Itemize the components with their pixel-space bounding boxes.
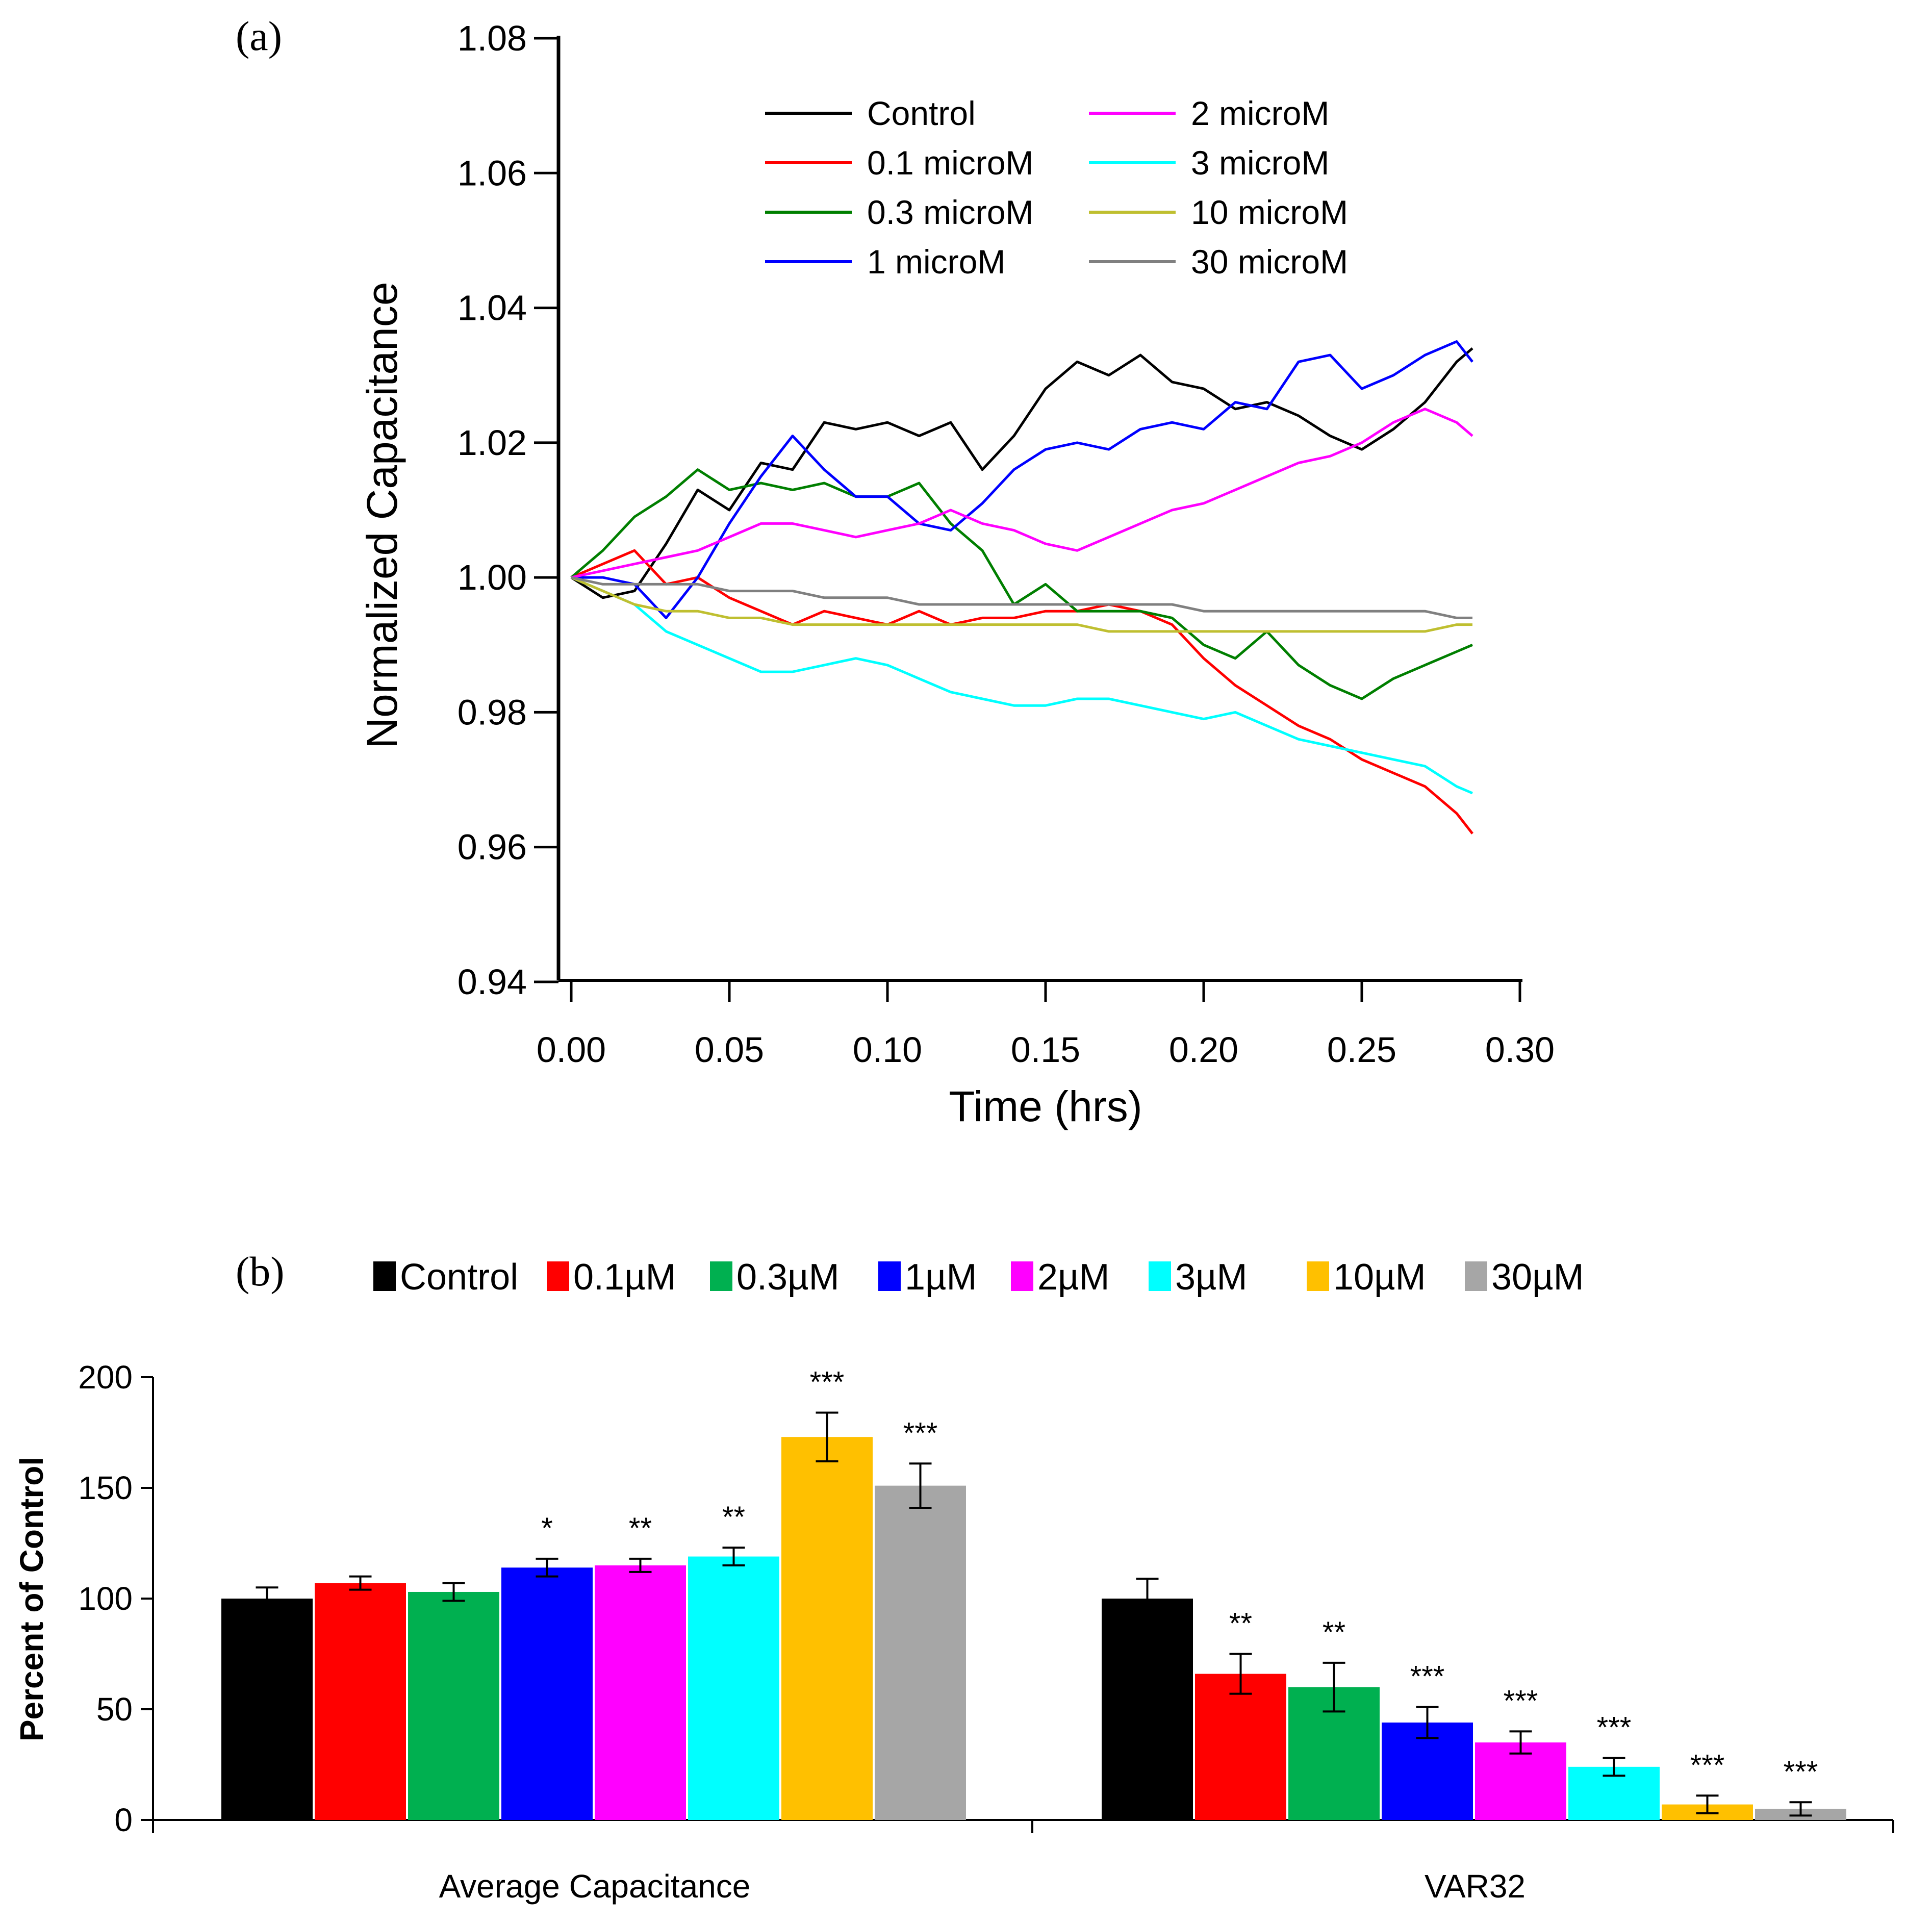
y-tick-label-a: 1.02 bbox=[457, 423, 527, 463]
y-tick-label-b: 150 bbox=[78, 1470, 133, 1506]
y-tick-label-a: 1.08 bbox=[457, 18, 527, 58]
significance-mark-5-0: ** bbox=[722, 1501, 745, 1534]
series-line-6 bbox=[571, 576, 1472, 633]
y-tick-label-b: 200 bbox=[78, 1359, 133, 1396]
y-tick-label-a: 1.04 bbox=[457, 288, 527, 328]
bar-5-0 bbox=[688, 1556, 779, 1820]
legend-label-b: Control bbox=[400, 1257, 518, 1298]
y-tick-label-a: 0.94 bbox=[457, 962, 527, 1002]
series-line-1 bbox=[571, 549, 1473, 834]
series-line-3 bbox=[571, 340, 1473, 619]
significance-mark-2-1: ** bbox=[1323, 1616, 1345, 1649]
series-line-2 bbox=[570, 468, 1473, 700]
y-tick-label-a: 0.96 bbox=[457, 827, 527, 867]
x-tick-label-a: 0.05 bbox=[695, 1030, 764, 1070]
bar-7-0 bbox=[875, 1485, 966, 1820]
bar-2-0 bbox=[408, 1591, 499, 1820]
y-tick-label-a: 1.00 bbox=[457, 558, 527, 597]
series-line-7 bbox=[571, 576, 1472, 619]
significance-mark-7-1: *** bbox=[1784, 1755, 1818, 1788]
legend-label-a: 1 microM bbox=[867, 243, 1005, 281]
legend-label-a: 0.3 microM bbox=[867, 193, 1033, 231]
legend-label-b: 2µM bbox=[1037, 1257, 1110, 1298]
x-tick-label-a: 0.25 bbox=[1327, 1030, 1396, 1070]
legend-label-b: 30µM bbox=[1491, 1257, 1584, 1298]
legend-swatch-b bbox=[710, 1261, 732, 1291]
legend-label-b: 3µM bbox=[1175, 1257, 1248, 1298]
y-tick-label-b: 100 bbox=[78, 1580, 133, 1617]
panel-a-label: (a) bbox=[236, 13, 282, 59]
category-label-b: Average Capacitance bbox=[439, 1868, 751, 1905]
significance-mark-4-1: *** bbox=[1504, 1684, 1538, 1717]
category-label-b: VAR32 bbox=[1425, 1868, 1526, 1905]
legend-label-b: 1µM bbox=[905, 1257, 977, 1298]
legend-swatch-b bbox=[1011, 1261, 1033, 1291]
legend-swatch-b bbox=[878, 1261, 901, 1291]
y-axis-title-a: Normalized Capacitance bbox=[358, 282, 406, 748]
significance-mark-3-0: * bbox=[541, 1512, 553, 1545]
series-line-5 bbox=[571, 576, 1473, 795]
legend-swatch-b bbox=[1307, 1261, 1329, 1291]
legend-swatch-b bbox=[373, 1261, 396, 1291]
bar-4-0 bbox=[595, 1565, 686, 1820]
y-tick-label-a: 0.98 bbox=[457, 692, 527, 732]
x-axis-title-a: Time (hrs) bbox=[949, 1082, 1142, 1130]
bar-0-1 bbox=[1102, 1599, 1193, 1820]
legend-label-a: 0.1 microM bbox=[867, 144, 1033, 182]
significance-mark-3-1: *** bbox=[1410, 1660, 1445, 1693]
significance-mark-4-0: ** bbox=[629, 1512, 652, 1545]
legend-label-a: Control bbox=[867, 94, 976, 132]
legend-swatch-b bbox=[547, 1261, 569, 1291]
bar-3-0 bbox=[501, 1567, 593, 1820]
chart-a: 0.94 0.96 0.98 1.00 1.02 1.04 1.06 1.08 0.00 0.05… bbox=[358, 18, 1555, 1130]
y-axis-title-b: Percent of Control bbox=[13, 1457, 50, 1741]
legend-label-b: 10µM bbox=[1333, 1257, 1426, 1298]
bar-6-0 bbox=[781, 1437, 873, 1820]
chart-b: 0 50 100 150 200 Percent of Control Average Ca… bbox=[13, 1257, 1894, 1905]
series-line-0 bbox=[570, 347, 1473, 599]
bar-0-0 bbox=[221, 1599, 313, 1820]
legend-label-a: 2 microM bbox=[1191, 94, 1329, 132]
y-tick-label-b: 50 bbox=[96, 1691, 133, 1728]
legend-label-b: 0.1µM bbox=[573, 1257, 676, 1298]
significance-mark-7-0: *** bbox=[903, 1416, 938, 1450]
legend-label-a: 3 microM bbox=[1191, 144, 1329, 182]
bar-1-1 bbox=[1195, 1674, 1286, 1820]
significance-mark-1-1: ** bbox=[1229, 1607, 1252, 1640]
series-line-4 bbox=[571, 408, 1473, 579]
bar-1-0 bbox=[315, 1583, 406, 1820]
panel-b-label: (b) bbox=[236, 1248, 285, 1295]
x-tick-label-a: 0.20 bbox=[1169, 1030, 1238, 1070]
y-tick-label-b: 0 bbox=[114, 1802, 133, 1838]
x-tick-label-a: 0.10 bbox=[853, 1030, 922, 1070]
y-tick-label-a: 1.06 bbox=[457, 153, 527, 193]
legend-swatch-b bbox=[1465, 1261, 1487, 1291]
x-tick-label-a: 0.15 bbox=[1011, 1030, 1080, 1070]
legend-label-a: 30 microM bbox=[1191, 243, 1348, 281]
significance-mark-5-1: *** bbox=[1597, 1711, 1632, 1744]
x-tick-label-a: 0.00 bbox=[537, 1030, 606, 1070]
significance-mark-6-0: *** bbox=[810, 1365, 845, 1399]
significance-mark-6-1: *** bbox=[1690, 1749, 1725, 1782]
legend-label-b: 0.3µM bbox=[736, 1257, 840, 1298]
legend-label-a: 10 microM bbox=[1191, 193, 1348, 231]
bar-4-1 bbox=[1475, 1742, 1566, 1820]
x-tick-label-a: 0.30 bbox=[1485, 1030, 1555, 1070]
legend-swatch-b bbox=[1149, 1261, 1171, 1291]
